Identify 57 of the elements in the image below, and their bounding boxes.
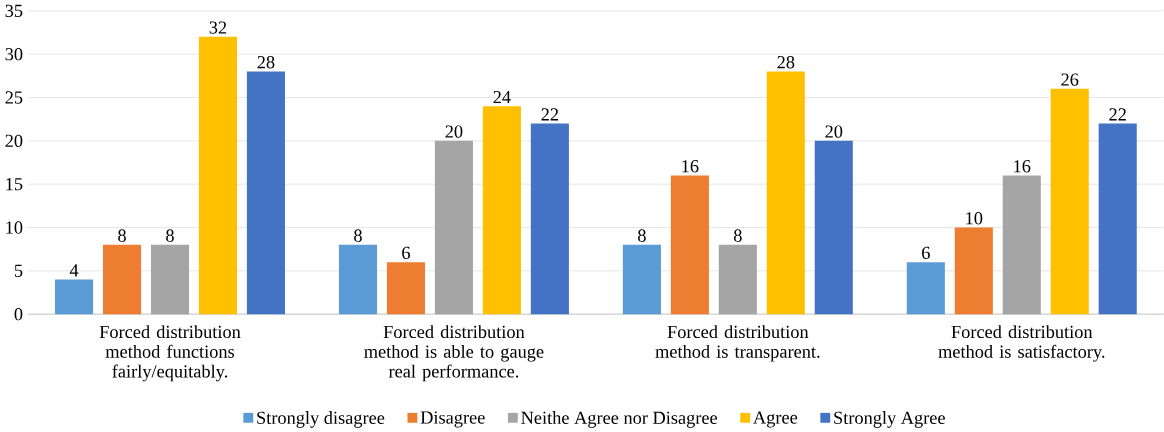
bar [954, 227, 993, 315]
bar [434, 141, 473, 315]
data-label: 22 [1109, 108, 1126, 121]
data-label: 32 [209, 21, 227, 34]
data-label: 20 [825, 125, 843, 138]
data-label: 8 [733, 229, 742, 242]
bar [906, 262, 945, 315]
x-tick-label: Forced distribution method is satisfactory. [938, 325, 1105, 362]
bar [670, 175, 709, 315]
data-label: 6 [922, 246, 930, 260]
y-tick-label: 30 [5, 48, 23, 61]
bar [814, 141, 853, 315]
data-label: 8 [166, 229, 174, 242]
x-tick-label: Forced distribution method functions fairly/equitably. [99, 325, 241, 382]
bar [198, 37, 238, 315]
bar [338, 245, 378, 315]
y-tick-label: 0 [14, 308, 23, 321]
bar [622, 245, 661, 315]
data-label: 8 [638, 229, 646, 242]
data-label: 22 [541, 108, 559, 121]
data-label: 28 [257, 56, 275, 69]
bar [102, 245, 142, 315]
data-label: 6 [402, 246, 410, 260]
x-tick-label: Forced distribution method is able to gauge real performance. [364, 325, 544, 382]
y-tick-label: 15 [6, 178, 23, 191]
bar [718, 245, 757, 315]
legend-label: Agree [753, 411, 798, 428]
y-tick-label: 25 [5, 91, 23, 104]
bar [150, 245, 190, 315]
y-tick-label: 20 [5, 134, 23, 148]
data-label: 20 [445, 125, 463, 138]
legend-label: Disagree [420, 411, 485, 428]
legend-label: Strongly disagree [257, 411, 385, 428]
legend-label: Neithe Agree nor Disagree [521, 411, 718, 428]
data-label: 16 [1014, 160, 1031, 173]
data-label: 8 [354, 229, 362, 242]
bar [55, 279, 94, 315]
data-label: 16 [682, 160, 699, 173]
bar [482, 106, 521, 315]
bar [246, 71, 285, 315]
y-tick-label: 10 [6, 221, 23, 234]
bar [1050, 89, 1089, 315]
bar [530, 123, 569, 315]
bar [766, 71, 805, 315]
legend-label: Strongly Agree [834, 411, 945, 428]
data-label: 8 [118, 229, 126, 242]
data-label: 26 [1061, 73, 1079, 86]
x-tick-label: Forced distribution method is transparent. [655, 325, 820, 362]
y-tick-label: 5 [14, 264, 23, 278]
data-label: 4 [69, 264, 79, 277]
data-label: 24 [493, 91, 511, 104]
bar [386, 262, 425, 315]
data-label: 10 [966, 212, 983, 225]
y-tick-label: 35 [5, 4, 23, 18]
bar [1098, 123, 1137, 315]
bar [1002, 175, 1041, 315]
data-label: 28 [777, 56, 795, 69]
